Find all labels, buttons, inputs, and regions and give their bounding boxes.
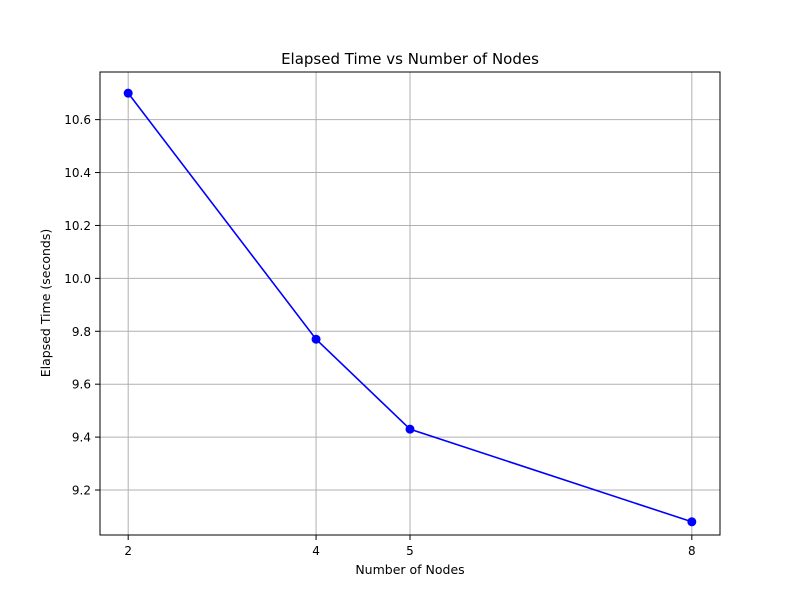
y-tick-label: 10.4 (64, 166, 91, 180)
chart-title: Elapsed Time vs Number of Nodes (281, 50, 539, 68)
y-tick-label: 9.2 (72, 484, 91, 498)
x-tick-label: 2 (124, 544, 132, 558)
y-tick-label: 10.0 (64, 272, 91, 286)
y-axis-label: Elapsed Time (seconds) (38, 229, 53, 378)
y-tick-label: 9.6 (72, 378, 91, 392)
data-point (687, 517, 697, 527)
x-tick-label: 8 (688, 544, 696, 558)
y-tick-label: 9.8 (72, 325, 91, 339)
series-line (127, 92, 693, 523)
y-tick-label: 9.4 (72, 431, 91, 445)
x-axis-label: Number of Nodes (355, 562, 464, 577)
grid (100, 72, 720, 535)
x-tick-label: 4 (312, 544, 320, 558)
axis-ticks: 2 4 5 8 9.2 9.4 9.6 9.8 10.0 10.2 10.4 10.6 (64, 113, 695, 558)
series-layer (123, 88, 697, 527)
data-point (311, 334, 321, 344)
data-point (123, 88, 133, 98)
data-point (405, 424, 415, 434)
y-tick-label: 10.2 (64, 219, 91, 233)
x-tick-label: 5 (406, 544, 414, 558)
y-tick-label: 10.6 (64, 113, 91, 127)
